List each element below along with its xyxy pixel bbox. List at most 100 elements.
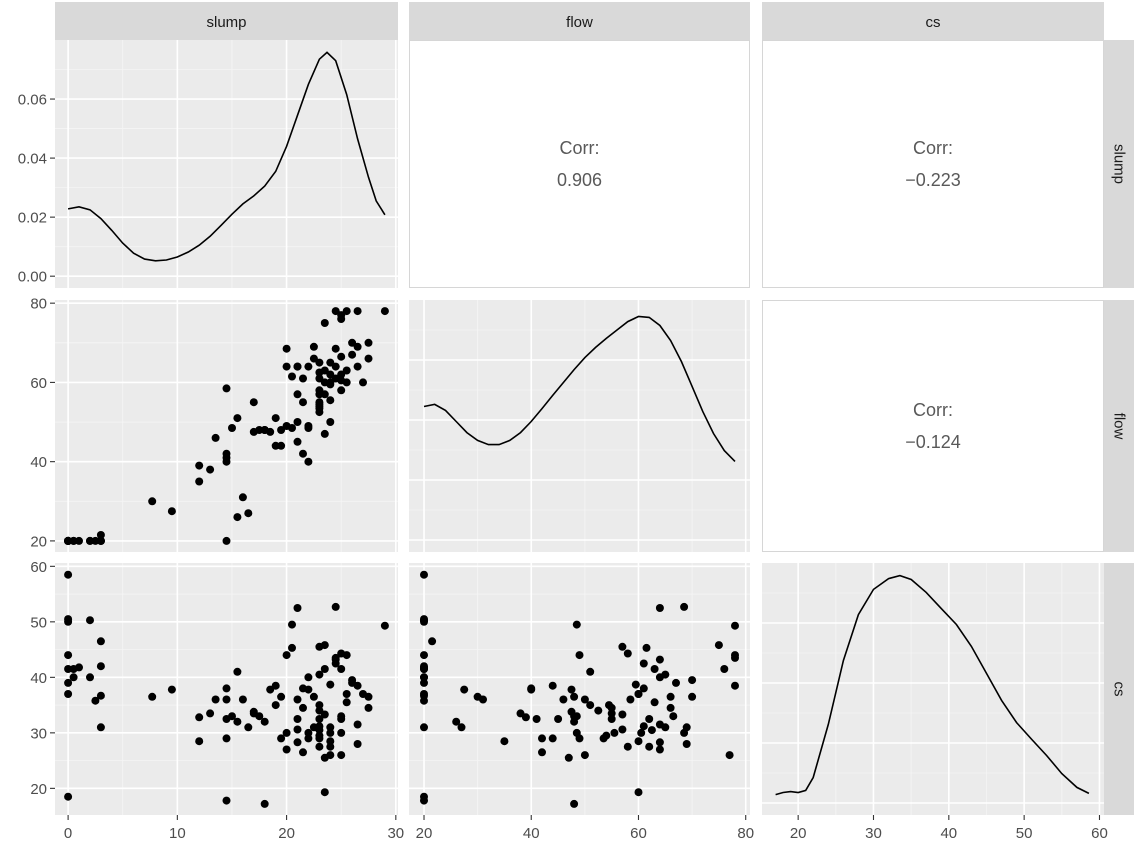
x-axis-tick-label: 40 [523, 825, 540, 842]
scatter-point-cs-vs-slump [320, 788, 329, 797]
scatter-point-cs-vs-slump [342, 690, 351, 698]
scatter-point-flow-vs-slump [293, 390, 302, 399]
scatter-point-cs-vs-flow [666, 692, 675, 701]
scatter-point-cs-vs-flow [420, 723, 428, 732]
scatter-point-flow-vs-slump [320, 366, 329, 375]
y-axis-tick-label: 60 [30, 375, 47, 392]
scatter-point-cs-vs-slump [96, 691, 105, 700]
scatter-point-cs-vs-flow [720, 665, 729, 673]
scatter-point-flow-vs-slump [342, 307, 351, 316]
panel-flow-cs-background [762, 300, 1104, 552]
scatter-point-cs-vs-flow [602, 731, 611, 740]
x-axis-tick-label: 50 [1016, 825, 1033, 842]
scatter-point-cs-vs-slump [64, 678, 73, 687]
x-axis-tick-label: 60 [1091, 825, 1108, 842]
scatter-point-cs-vs-flow [634, 788, 643, 797]
scatter-point-flow-vs-slump [206, 465, 215, 474]
strip-col-label-flow: flow [566, 14, 593, 31]
scatter-point-cs-vs-flow [647, 726, 656, 735]
scatter-point-cs-vs-slump [260, 799, 269, 808]
scatter-point-flow-vs-slump [271, 414, 280, 423]
scatter-point-cs-vs-flow [639, 722, 648, 731]
panel-cs-flow-background [409, 563, 750, 815]
scatter-point-cs-vs-flow [631, 680, 640, 689]
scatter-point-flow-vs-slump [331, 344, 340, 353]
y-axis-tick-label: 60 [30, 559, 47, 576]
scatter-point-cs-vs-flow [605, 701, 613, 710]
scatter-point-cs-vs-flow [548, 681, 557, 690]
strip-row-slump [1104, 40, 1134, 288]
scatter-point-cs-vs-slump [315, 742, 324, 751]
scatter-point-flow-vs-slump [299, 398, 307, 407]
scatter-point-flow-vs-slump [364, 338, 373, 347]
scatter-point-cs-vs-slump [282, 651, 291, 660]
scatter-point-cs-vs-flow [725, 751, 734, 760]
scatter-point-cs-vs-flow [680, 602, 689, 611]
scatter-point-cs-vs-flow [420, 673, 428, 682]
y-axis-tick-label: 0.02 [18, 210, 47, 227]
scatter-point-flow-vs-slump [337, 370, 346, 379]
scatter-point-flow-vs-slump [293, 362, 302, 371]
scatter-point-cs-vs-flow [655, 604, 664, 612]
scatter-point-cs-vs-flow [645, 715, 654, 723]
scatter-point-flow-vs-slump [342, 366, 351, 375]
scatter-point-flow-vs-slump [309, 342, 318, 351]
scatter-point-cs-vs-slump [293, 738, 302, 747]
scatter-point-flow-vs-slump [282, 344, 291, 353]
scatter-point-cs-vs-flow [731, 681, 739, 690]
scatter-point-flow-vs-slump [233, 513, 242, 522]
y-axis-tick-label: 40 [30, 454, 47, 471]
scatter-point-cs-vs-flow [580, 751, 589, 760]
scatter-point-cs-vs-slump [326, 728, 335, 737]
scatter-point-cs-vs-slump [75, 663, 83, 672]
scatter-point-cs-vs-slump [96, 723, 105, 732]
scatter-point-cs-vs-slump [86, 673, 94, 682]
scatter-point-cs-vs-flow [639, 684, 648, 693]
scatter-point-cs-vs-slump [299, 703, 307, 712]
density-curve-flow [423, 315, 736, 462]
scatter-point-cs-vs-flow [428, 637, 437, 646]
scatter-point-flow-vs-slump [304, 422, 313, 430]
scatter-point-flow-vs-slump [293, 418, 302, 426]
scatter-point-cs-vs-slump [195, 737, 204, 746]
y-axis-tick-label: 0.00 [18, 269, 47, 286]
scatter-point-cs-vs-slump [255, 712, 264, 721]
scatter-point-cs-vs-slump [299, 748, 307, 757]
scatter-point-cs-vs-slump [64, 690, 73, 698]
scatter-point-cs-vs-flow [655, 720, 664, 729]
scatter-point-cs-vs-flow [548, 734, 557, 743]
y-axis-tick-label: 40 [30, 670, 47, 687]
scatter-point-cs-vs-flow [575, 651, 584, 660]
scatter-point-cs-vs-flow [500, 737, 509, 746]
scatter-point-cs-vs-slump [206, 709, 215, 718]
scatter-point-cs-vs-slump [282, 728, 291, 737]
scatter-point-cs-vs-slump [337, 665, 346, 673]
scatter-point-cs-vs-flow [564, 753, 573, 762]
scatter-point-cs-vs-slump [86, 616, 94, 625]
scatter-point-flow-vs-slump [304, 457, 313, 466]
scatter-point-cs-vs-slump [222, 695, 231, 704]
y-axis-tick-label: 0.04 [18, 151, 47, 168]
scatter-point-cs-vs-flow [714, 641, 723, 650]
scatter-point-flow-vs-slump [320, 429, 329, 438]
scatter-point-cs-vs-slump [64, 570, 73, 579]
panel-slump-cs-background [762, 40, 1104, 288]
scatter-point-cs-vs-flow [586, 701, 595, 710]
scatter-point-cs-vs-flow [420, 651, 428, 660]
strip-row-label-slump: slump [1111, 144, 1128, 184]
scatter-point-flow-vs-slump [238, 493, 247, 502]
scatter-point-cs-vs-flow [618, 642, 627, 651]
scatter-point-flow-vs-slump [288, 424, 296, 432]
scatter-point-cs-vs-flow [607, 709, 616, 718]
scatter-point-cs-vs-flow [479, 695, 487, 704]
scatter-point-flow-vs-slump [320, 390, 329, 399]
scatter-point-cs-vs-flow [580, 695, 589, 704]
scatter-point-flow-vs-slump [64, 536, 73, 545]
y-axis-tick-label: 20 [30, 781, 47, 798]
scatter-point-cs-vs-slump [288, 620, 296, 629]
scatter-point-flow-vs-slump [222, 384, 231, 393]
scatter-point-cs-vs-flow [655, 745, 664, 754]
scatter-point-cs-vs-slump [244, 723, 253, 732]
scatter-point-cs-vs-slump [277, 734, 286, 743]
corr-value-slump-flow: 0.906 [557, 170, 602, 190]
